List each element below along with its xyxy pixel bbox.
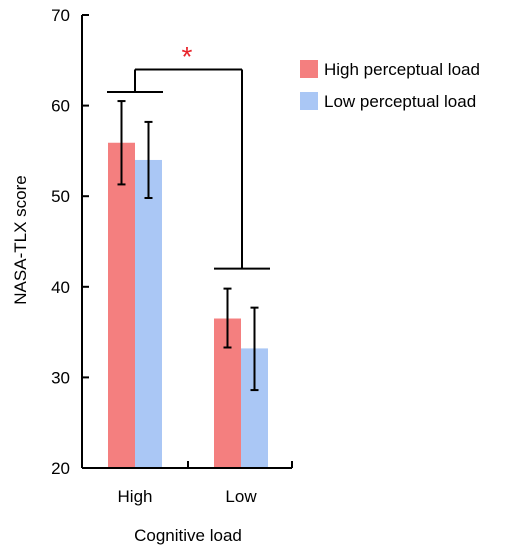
y-tick-label: 20 xyxy=(51,459,70,478)
x-axis-label: Cognitive load xyxy=(134,526,242,545)
significance-star: * xyxy=(182,41,193,72)
y-axis-label: NASA-TLX score xyxy=(11,175,30,304)
x-axis: High Low xyxy=(82,461,293,506)
legend-swatch xyxy=(300,60,318,78)
x-tick-label: Low xyxy=(225,487,257,506)
bar xyxy=(135,159,162,468)
significance-bracket xyxy=(107,68,270,270)
y-tick-label: 50 xyxy=(51,187,70,206)
y-axis: 20 30 40 50 60 70 xyxy=(51,6,89,478)
legend: High perceptual load Low perceptual load xyxy=(300,60,480,111)
y-tick-label: 70 xyxy=(51,6,70,25)
legend-label: Low perceptual load xyxy=(324,92,476,111)
y-tick-label: 60 xyxy=(51,97,70,116)
bars xyxy=(108,142,268,468)
y-tick-label: 40 xyxy=(51,278,70,297)
error-bars xyxy=(117,100,259,392)
y-tick-label: 30 xyxy=(51,368,70,387)
legend-label: High perceptual load xyxy=(324,60,480,79)
legend-swatch xyxy=(300,92,318,110)
bar xyxy=(108,142,135,468)
x-tick-label: High xyxy=(118,487,153,506)
